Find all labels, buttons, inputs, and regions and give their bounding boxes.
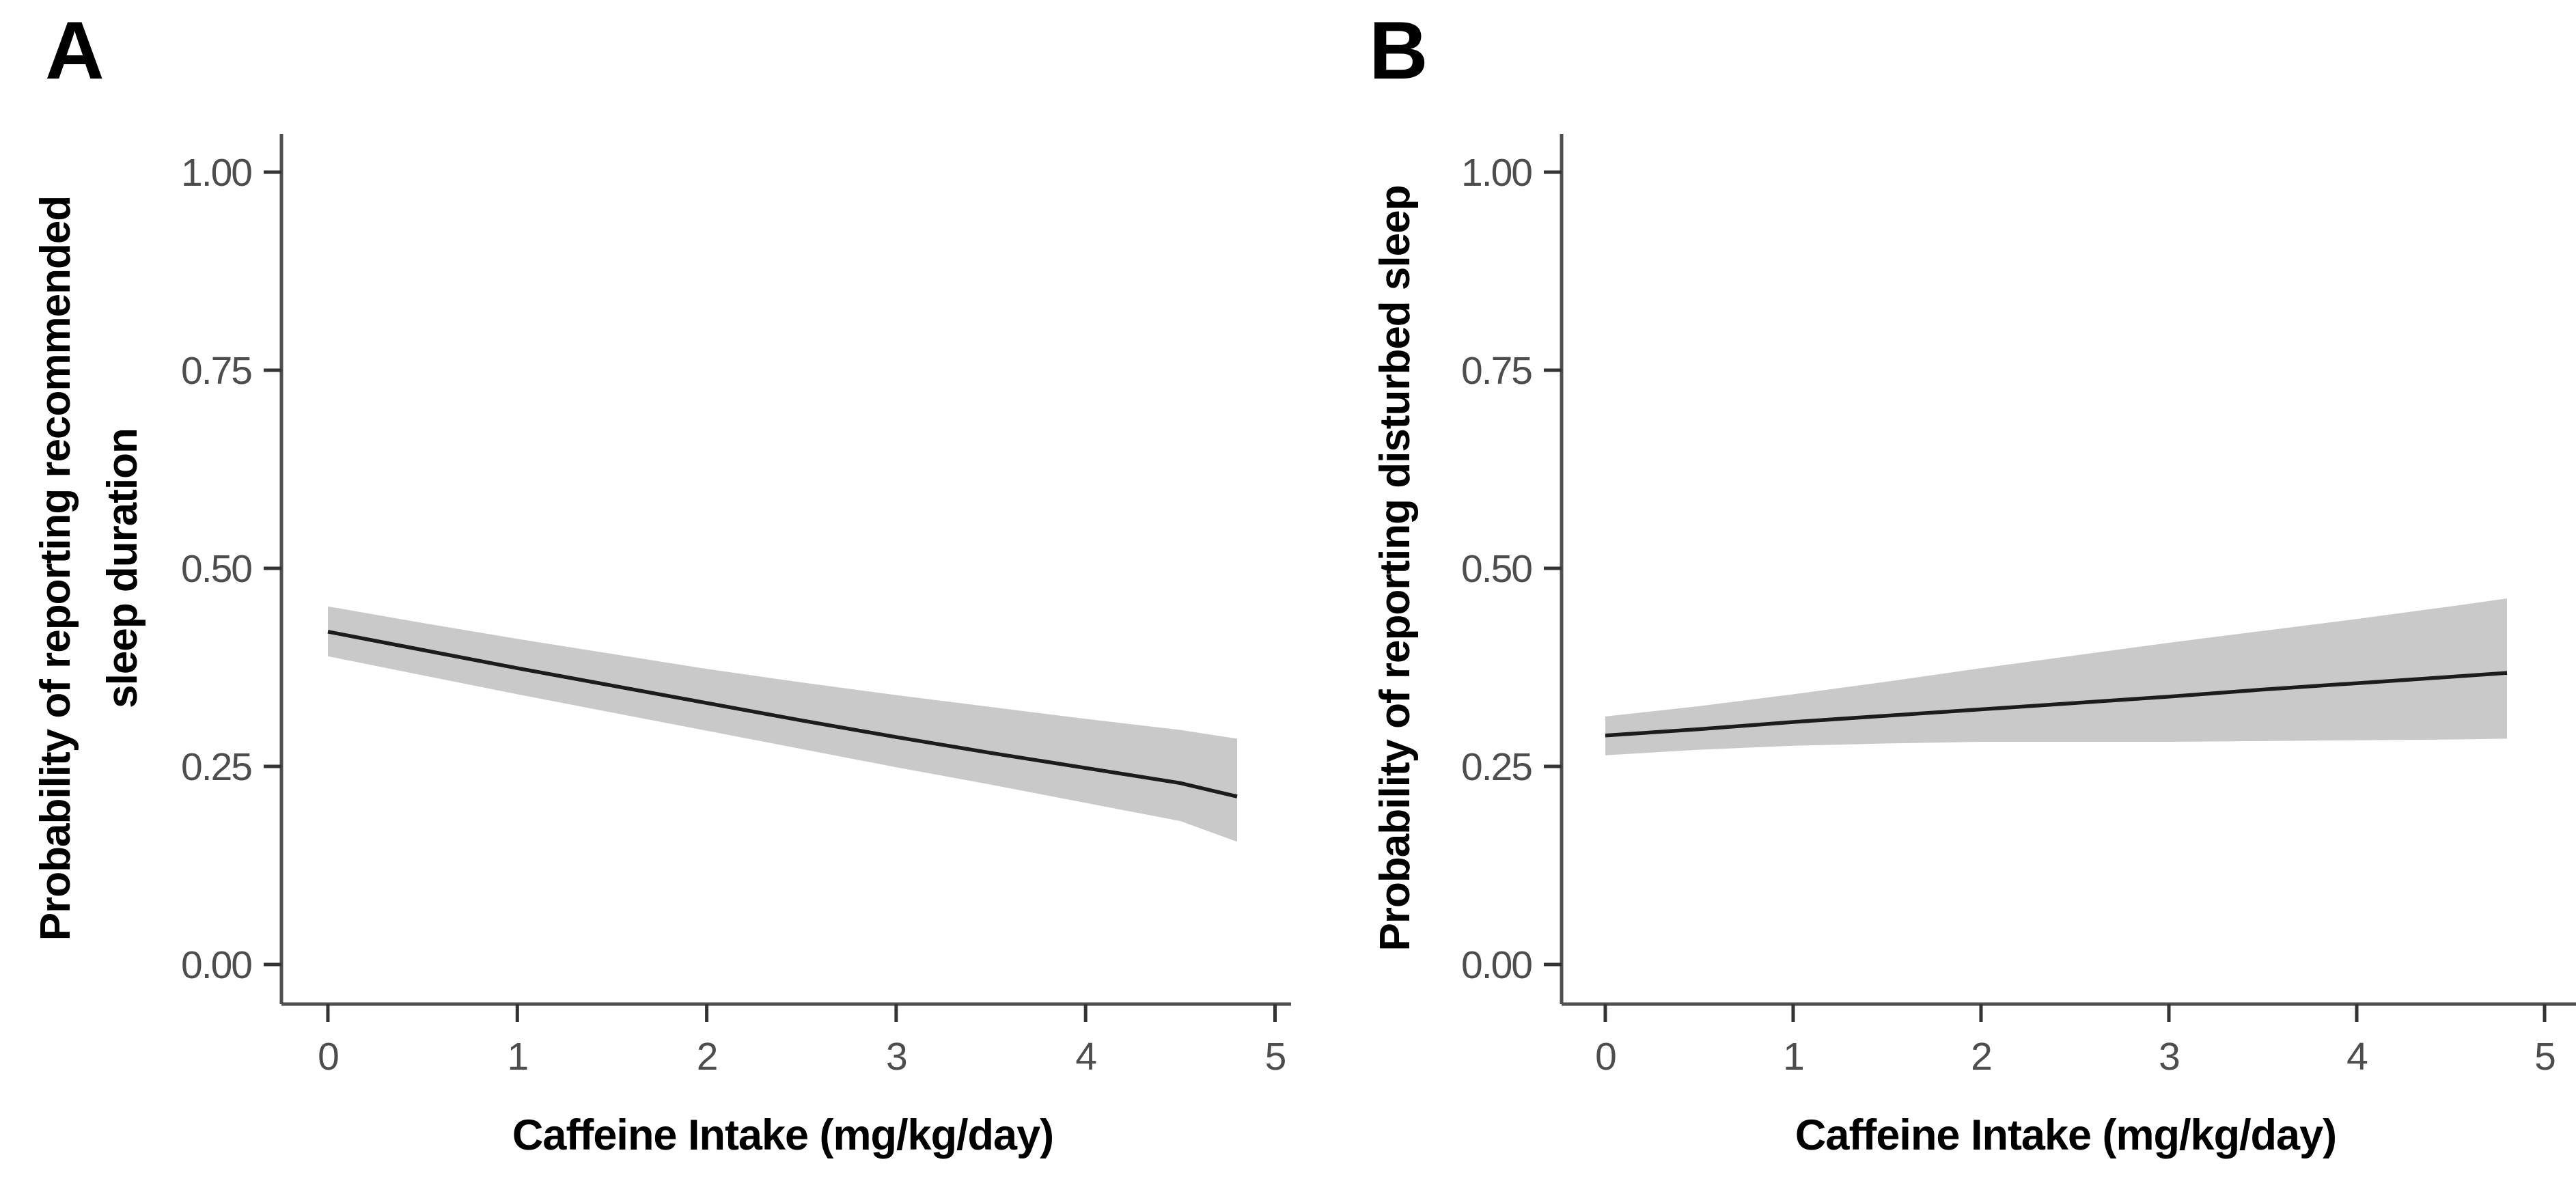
panel-b-letter: B bbox=[1369, 5, 1428, 96]
panel-b-y-tick-label: 0.50 bbox=[1461, 547, 1532, 591]
panel-a-x-axis-title: Caffeine Intake (mg/kg/day) bbox=[512, 1111, 1054, 1159]
panel-b-confidence-band bbox=[1605, 598, 2507, 755]
panel-b-y-axis-title: Probability of reporting disturbed sleep bbox=[1372, 185, 1419, 952]
panel-a-confidence-band bbox=[328, 606, 1237, 842]
panel-b-y-tick-label: 0.75 bbox=[1461, 349, 1532, 393]
panel-a-y-tick-label: 0.50 bbox=[181, 547, 251, 591]
panel-b-y-tick-label: 0.25 bbox=[1461, 745, 1532, 789]
panel-a-x-tick-label: 3 bbox=[886, 1035, 906, 1079]
panel-a-y-tick-label: 1.00 bbox=[181, 151, 251, 195]
panel-b-x-tick-label: 0 bbox=[1595, 1035, 1616, 1079]
panel-a-x-tick-label: 4 bbox=[1075, 1035, 1096, 1079]
panel-a-letter: A bbox=[45, 5, 105, 96]
panel-b-x-axis-title: Caffeine Intake (mg/kg/day) bbox=[1795, 1111, 2337, 1159]
panel-a-x-tick-label: 5 bbox=[1265, 1035, 1286, 1079]
panel-a-y-tick-label: 0.00 bbox=[181, 943, 251, 987]
panel-b-y-tick-label: 0.00 bbox=[1461, 943, 1532, 987]
panel-b-x-tick-label: 1 bbox=[1783, 1035, 1803, 1079]
panel-b-x-tick-label: 2 bbox=[1971, 1035, 1991, 1079]
panel-a-y-tick-label: 0.25 bbox=[181, 745, 251, 789]
panel-a-y-axis-title: Probability of reporting recommended slee… bbox=[32, 195, 146, 941]
panel-a-trend-line bbox=[327, 630, 1238, 799]
panel-b-x-tick-label: 3 bbox=[2159, 1035, 2179, 1079]
panel-b-y-tick-label: 1.00 bbox=[1461, 151, 1532, 195]
panel-a-x-tick-label: 2 bbox=[697, 1035, 717, 1079]
panel-b-x-tick-label: 5 bbox=[2534, 1035, 2555, 1079]
panel-b-x-tick-label: 4 bbox=[2346, 1035, 2368, 1079]
panel-a-x-tick-label: 1 bbox=[507, 1035, 527, 1079]
panel-a-y-tick-label: 0.75 bbox=[181, 349, 251, 393]
panel-b-trend-line bbox=[1605, 671, 2508, 738]
panel-a-x-tick-label: 0 bbox=[318, 1035, 338, 1079]
